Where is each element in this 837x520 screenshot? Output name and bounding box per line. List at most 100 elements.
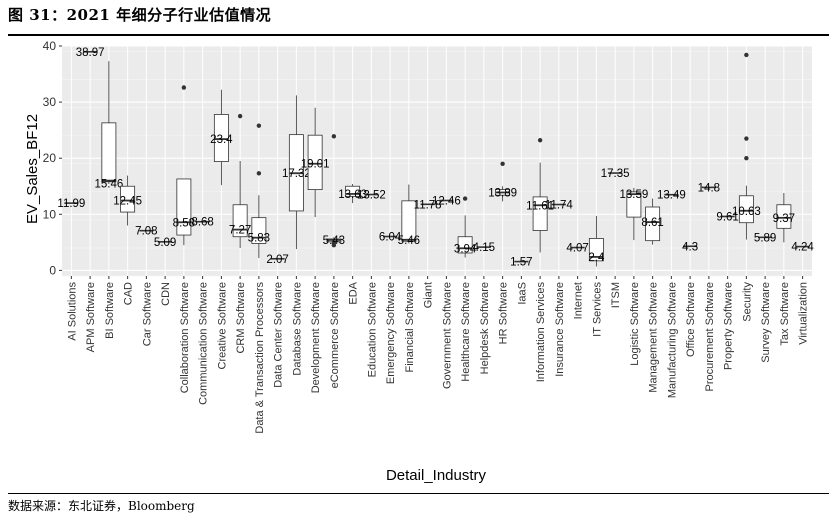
x-tick-label: Emergency Software: [385, 282, 397, 384]
x-tick-label: AI Solutions: [66, 282, 78, 341]
x-tick-label: Insurance Software: [554, 282, 566, 377]
data-label: 8.68: [191, 217, 213, 229]
x-tick-label: IT Services: [591, 282, 603, 337]
x-axis-title: Detail_Industry: [386, 467, 487, 484]
plot-panel: [62, 46, 812, 276]
x-tick-label: ITSM: [610, 282, 622, 308]
box: [645, 206, 661, 242]
data-label: 5.89: [754, 232, 776, 244]
outlier-point: [744, 155, 749, 161]
x-tick-label: eCommerce Software: [329, 282, 341, 388]
x-tick-label: Property Software: [723, 282, 735, 370]
x-tick-label: Healthcare Software: [460, 282, 472, 382]
figure-title: 图 31：2021 年细分子行业估值情况: [8, 6, 272, 24]
outlier-point: [237, 113, 243, 119]
x-tick-label: APM Software: [85, 282, 97, 352]
data-label: 13.52: [357, 190, 386, 202]
data-label: 10.63: [732, 206, 761, 218]
y-tick-label: 0: [49, 263, 56, 277]
data-label: 19.01: [301, 159, 330, 171]
data-label: 8.58: [173, 217, 195, 229]
x-tick-label: Information Services: [535, 282, 547, 383]
data-label: 2.07: [266, 254, 288, 266]
data-label: 7.27: [229, 225, 251, 237]
x-tick-label: CDN: [160, 282, 172, 306]
data-label: 5.46: [398, 235, 420, 247]
box: [176, 178, 192, 236]
y-axis-title: EV_Sales_BF12: [24, 114, 41, 224]
x-tick-label: Tax Software: [779, 282, 791, 346]
outlier-point: [256, 171, 262, 176]
outlier-point: [500, 161, 505, 167]
data-label: 13.63: [338, 189, 367, 201]
data-label: 15.46: [94, 179, 123, 191]
outlier-point: [537, 138, 543, 143]
box: [626, 191, 642, 218]
x-tick-label: Office Software: [685, 282, 697, 357]
data-label: 11.99: [57, 198, 85, 210]
x-tick-label: Collaboration Software: [179, 282, 191, 393]
data-label: 11.74: [545, 200, 574, 212]
data-label: 4.24: [791, 242, 814, 254]
data-label: 4.15: [473, 242, 495, 254]
data-label: 3.94: [454, 243, 477, 255]
outlier-point: [331, 134, 337, 139]
data-label: 6.04: [379, 232, 402, 244]
data-label: 12.46: [432, 195, 461, 207]
data-label: 8.61: [641, 217, 663, 229]
x-tick-label: Government Software: [441, 282, 453, 389]
x-tick-label: Car Software: [141, 282, 153, 346]
source-rule: [8, 493, 829, 494]
y-tick-label: 20: [43, 151, 57, 165]
box: [120, 185, 136, 213]
outlier-point: [181, 85, 187, 90]
x-tick-label: Survey Software: [760, 282, 772, 363]
data-label: 5.83: [248, 233, 270, 245]
data-label: 13.59: [619, 189, 648, 201]
data-label: 38.97: [76, 47, 105, 59]
data-label: 5.09: [154, 237, 176, 249]
x-tick-label: HR Software: [498, 282, 510, 344]
box: [307, 134, 323, 191]
box: [588, 238, 604, 262]
x-tick-label: Giant: [423, 282, 435, 308]
x-tick-label: BI Software: [104, 282, 116, 339]
x-tick-label: Manufacturing Software: [666, 282, 678, 398]
box: [401, 200, 417, 242]
data-label: 2.4: [588, 252, 605, 264]
box: [776, 204, 792, 229]
data-label: 5.43: [323, 235, 345, 247]
box: [213, 114, 229, 162]
outlier-point: [462, 196, 468, 201]
data-label: 4.07: [566, 243, 588, 255]
outlier-point: [256, 123, 262, 128]
x-tick-label: Education Software: [366, 282, 378, 377]
x-tick-label: Financial Software: [404, 282, 416, 373]
x-tick-label: IaaS: [516, 282, 528, 305]
data-label: 7.08: [135, 226, 157, 238]
x-tick-label: EDA: [348, 281, 360, 304]
x-tick-label: Data Center Software: [273, 282, 285, 388]
outlier-point: [331, 240, 337, 246]
x-tick-label: Management Software: [648, 282, 660, 393]
y-tick-label: 40: [43, 39, 57, 53]
x-tick-label: Communication Software: [198, 282, 210, 405]
y-tick-label: 30: [43, 95, 57, 109]
x-tick-label: Internet: [573, 282, 585, 319]
title-rule: [8, 34, 829, 36]
plot-area: 0 10 20 30 40 11.99 AI Solutions 38.97 APM Softw…: [43, 39, 815, 434]
x-tick-label: Security: [741, 282, 753, 322]
x-tick-label: Virtualization: [798, 282, 810, 345]
data-label: 13.49: [657, 190, 686, 202]
data-label: 4.3: [682, 241, 698, 253]
data-label: 17.32: [282, 168, 311, 180]
x-tick-label: Development Software: [310, 282, 322, 393]
data-label: 14.8: [698, 182, 720, 194]
x-tick-label: Data & Transaction Processors: [254, 282, 266, 434]
data-label: 23.4: [210, 134, 233, 146]
data-label: 11.61: [526, 200, 554, 212]
x-tick-label: Procurement Software: [704, 282, 716, 391]
figure-source: 数据来源：东北证券，Bloomberg: [8, 499, 195, 513]
outlier-point: [744, 52, 749, 58]
data-label: 13.89: [488, 187, 517, 199]
